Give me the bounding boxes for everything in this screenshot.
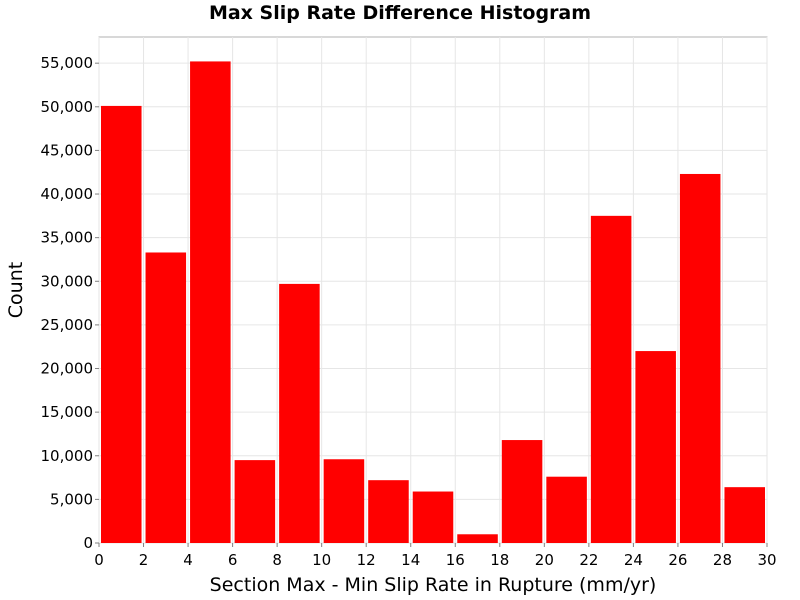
x-tick-label: 4	[183, 551, 193, 569]
histogram-bar	[457, 534, 498, 543]
x-tick-label: 8	[272, 551, 282, 569]
y-tick-label: 40,000	[41, 185, 94, 203]
x-tick-label: 2	[139, 551, 149, 569]
x-tick-label: 30	[757, 551, 776, 569]
histogram-bar	[368, 480, 409, 543]
y-tick-label: 20,000	[41, 360, 94, 378]
histogram-bar	[501, 440, 543, 543]
x-tick-label: 26	[668, 551, 687, 569]
x-tick-label: 18	[490, 551, 509, 569]
y-tick-label: 15,000	[41, 403, 94, 421]
y-axis-title: Count	[5, 262, 27, 318]
histogram-bar	[279, 283, 320, 543]
y-tick-label: 35,000	[41, 229, 94, 247]
x-tick-label: 12	[357, 551, 376, 569]
x-tick-label: 28	[713, 551, 732, 569]
histogram-bar	[724, 487, 765, 543]
bars	[101, 61, 765, 544]
x-tick-label: 24	[624, 551, 643, 569]
y-tick-label: 25,000	[41, 316, 94, 334]
histogram-bar	[546, 476, 587, 543]
histogram-bar	[145, 252, 187, 543]
x-axis-ticks: 0 2 4 6 8 10 12 14 16 18 20 22 24 26 28 30	[94, 543, 777, 569]
histogram-bar	[101, 105, 142, 544]
y-tick-label: 30,000	[41, 272, 94, 290]
x-tick-label: 10	[312, 551, 331, 569]
x-tick-label: 14	[401, 551, 420, 569]
x-tick-label: 22	[579, 551, 598, 569]
y-tick-label: 45,000	[41, 141, 94, 159]
x-tick-label: 0	[94, 551, 104, 569]
x-axis-title: Section Max - Min Slip Rate in Rupture (…	[210, 574, 657, 596]
y-tick-label: 50,000	[41, 98, 94, 116]
histogram-bar	[190, 61, 231, 544]
histogram-bar	[234, 460, 276, 543]
y-tick-label: 5,000	[50, 490, 93, 508]
histogram-bar	[635, 351, 676, 543]
chart-title: Max Slip Rate Difference Histogram	[208, 2, 592, 24]
x-tick-label: 16	[446, 551, 465, 569]
histogram-bar	[590, 215, 632, 543]
x-tick-label: 6	[228, 551, 238, 569]
y-tick-label: 0	[83, 534, 93, 552]
y-tick-label: 55,000	[41, 54, 94, 72]
x-tick-label: 20	[535, 551, 554, 569]
histogram-bar	[323, 459, 365, 543]
histogram-bar	[412, 491, 454, 543]
y-tick-label: 10,000	[41, 447, 94, 465]
histogram-bar	[679, 173, 721, 543]
y-axis-ticks: 0 5,000 10,000 15,000 20,000 25,000 30,000 35,0…	[41, 54, 99, 552]
